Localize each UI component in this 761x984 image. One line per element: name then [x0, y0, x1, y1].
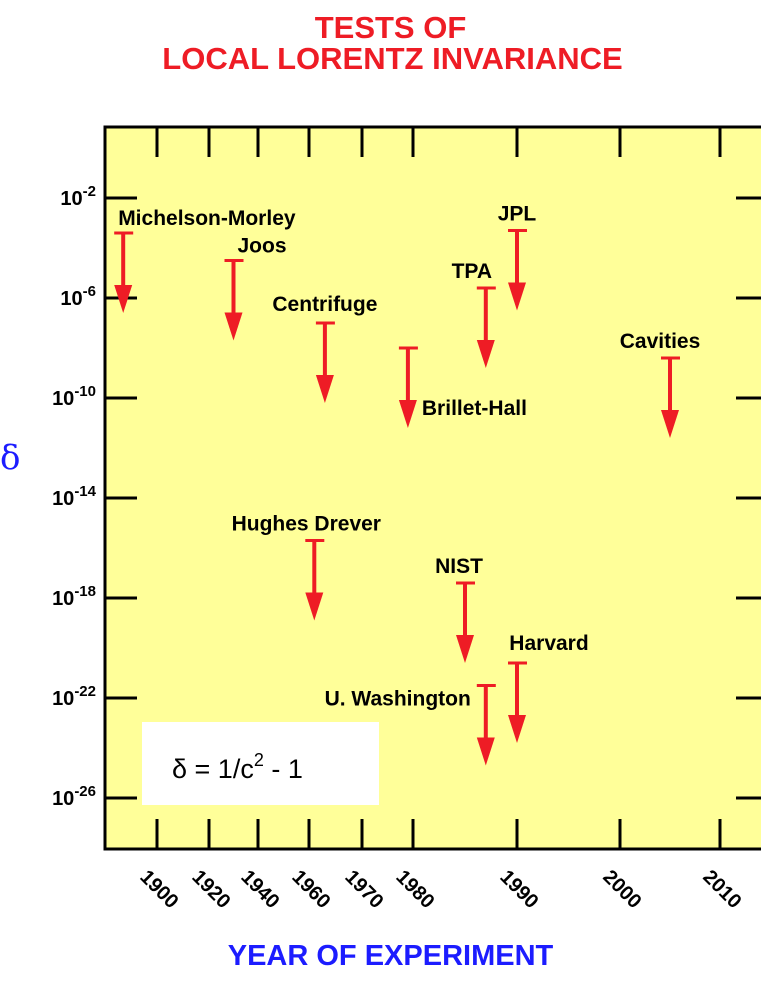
experiment-label: Brillet-Hall — [422, 397, 527, 420]
limit-arrow-jpl: JPL — [498, 203, 537, 311]
experiment-label: JPL — [498, 203, 537, 226]
limit-arrow-michelson-morley: Michelson-Morley — [114, 207, 296, 313]
y-axis: 10-2 10-6 10-10 10-14 10-18 10-22 10-26 — [52, 183, 761, 810]
y-tick-label: 10-6 — [60, 283, 96, 310]
formula-box: δ = 1/c2 - 1 — [142, 722, 379, 805]
arrow-head — [114, 285, 133, 313]
chart-title-line-1: TESTS OF — [314, 10, 467, 45]
y-tick-label: 10-2 — [60, 183, 96, 210]
formula-text: δ = 1/c2 - 1 — [172, 750, 303, 784]
y-tick-label: 10-18 — [52, 583, 96, 610]
arrow-head — [456, 635, 474, 663]
arrow-head — [476, 737, 495, 766]
limit-arrow-cavities: Cavities — [620, 330, 701, 438]
arrow-head — [224, 312, 243, 341]
experiment-label: Centrifuge — [272, 293, 377, 316]
experiment-label: Hughes Drever — [232, 513, 381, 536]
x-tick-label: 1920 — [187, 866, 234, 913]
limit-arrow-joos: Joos — [224, 235, 287, 341]
x-tick-label: 1970 — [340, 866, 387, 913]
experiment-label: NIST — [435, 555, 483, 578]
x-tick-label: 1900 — [135, 866, 182, 913]
x-axis-label: YEAR OF EXPERIMENT — [227, 940, 554, 972]
y-tick-label: 10-10 — [52, 383, 96, 410]
chart-title-line-2: LOCAL LORENTZ INVARIANCE — [162, 41, 623, 76]
arrow-head — [305, 592, 324, 621]
y-tick-label: 10-14 — [52, 483, 97, 510]
limit-arrow-harvard: Harvard — [508, 632, 589, 743]
experiment-label: U. Washington — [325, 688, 471, 711]
arrow-head — [508, 715, 526, 743]
arrow-head — [476, 340, 495, 368]
x-tick-label: 2010 — [698, 866, 745, 913]
experiment-label: Cavities — [620, 330, 701, 353]
x-tick-label: 1940 — [236, 866, 283, 913]
limit-arrow-u-washington: U. Washington — [325, 684, 496, 766]
arrow-head — [508, 282, 526, 311]
arrow-head — [398, 400, 417, 428]
y-tick-label: 10-22 — [52, 683, 96, 710]
y-tick-label: 10-26 — [52, 783, 96, 810]
limit-arrow-brillet-hall: Brillet-Hall — [398, 346, 527, 428]
experiment-label: Michelson-Morley — [118, 207, 296, 230]
x-tick-label: 2000 — [598, 866, 645, 913]
x-tick-label: 1990 — [495, 866, 542, 913]
y-axis-label: δ — [0, 438, 21, 478]
experiment-label: Joos — [238, 235, 287, 258]
data-marks: Michelson-Morley Joos Centrifuge Brillet-Ha… — [114, 203, 700, 766]
arrow-head — [661, 410, 679, 438]
limit-arrow-nist: NIST — [435, 555, 483, 663]
experiment-label: TPA — [452, 260, 492, 283]
limit-arrow-tpa: TPA — [452, 260, 496, 368]
x-tick-label: 1960 — [287, 866, 334, 913]
limit-arrow-hughes-drever: Hughes Drever — [232, 513, 381, 621]
arrow-head — [315, 375, 334, 403]
experiment-label: Harvard — [509, 632, 588, 655]
formula-box-bg — [142, 722, 379, 805]
limit-arrow-centrifuge: Centrifuge — [272, 293, 377, 403]
x-tick-label: 1980 — [391, 866, 438, 913]
